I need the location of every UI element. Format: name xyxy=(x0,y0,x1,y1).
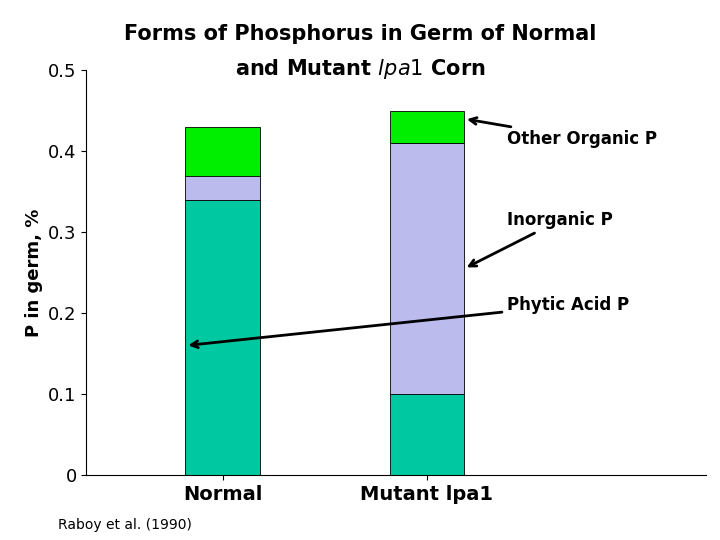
Bar xyxy=(390,394,464,475)
Text: Other Organic P: Other Organic P xyxy=(470,118,657,148)
Y-axis label: P in germ, %: P in germ, % xyxy=(24,208,42,337)
Bar xyxy=(186,176,260,200)
Bar xyxy=(390,143,464,394)
Text: Inorganic P: Inorganic P xyxy=(469,211,613,266)
Bar xyxy=(390,111,464,143)
Text: and Mutant $\it{lpa1}$ Corn: and Mutant $\it{lpa1}$ Corn xyxy=(235,57,485,80)
Text: Phytic Acid P: Phytic Acid P xyxy=(192,296,629,348)
Text: Raboy et al. (1990): Raboy et al. (1990) xyxy=(58,518,192,532)
Text: Forms of Phosphorus in Germ of Normal: Forms of Phosphorus in Germ of Normal xyxy=(124,24,596,44)
Bar xyxy=(186,200,260,475)
Bar xyxy=(186,127,260,176)
